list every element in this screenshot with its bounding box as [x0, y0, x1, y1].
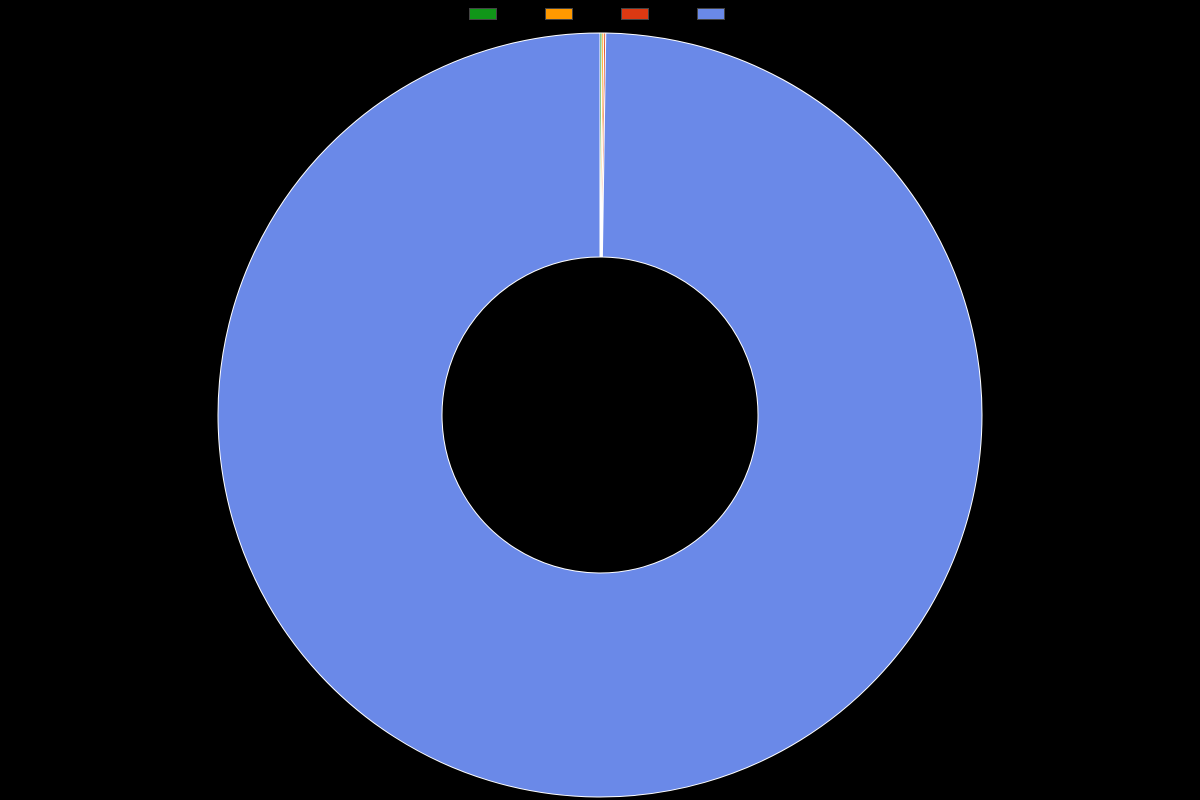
donut-slice-3[interactable]: [218, 33, 982, 797]
legend-swatch-3: [697, 8, 725, 20]
legend-swatch-0: [469, 8, 497, 20]
legend-item-1[interactable]: [545, 8, 579, 20]
legend-swatch-2: [621, 8, 649, 20]
legend-item-3[interactable]: [697, 8, 731, 20]
donut-chart-area: [0, 30, 1200, 800]
legend-swatch-1: [545, 8, 573, 20]
legend-item-0[interactable]: [469, 8, 503, 20]
donut-chart: [0, 30, 1200, 800]
legend-item-2[interactable]: [621, 8, 655, 20]
chart-legend: [469, 8, 731, 20]
